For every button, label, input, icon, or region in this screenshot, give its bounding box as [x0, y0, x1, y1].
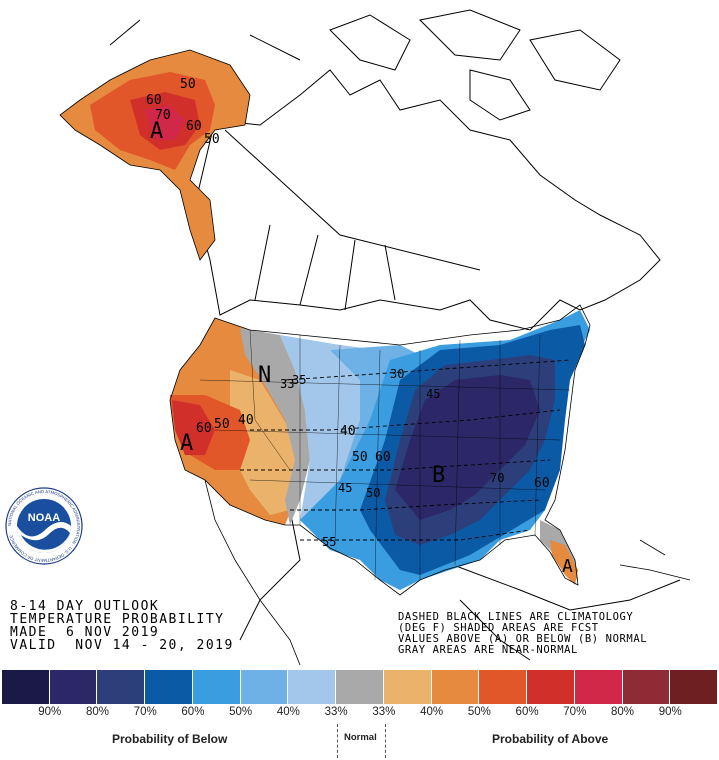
legend-swatch [97, 670, 146, 704]
legend-normal-caption: Normal [344, 732, 377, 743]
outlook-subtitle: TEMPERATURE PROBABILITY [10, 612, 225, 627]
east-50-label: 50 [366, 486, 380, 500]
outlook-title-block: 8-14 DAY OUTLOOK TEMPERATURE PROBABILITY… [10, 600, 234, 652]
made-date: MADE 6 NOV 2019 [10, 625, 160, 640]
legend-percent-label: 80% [85, 706, 109, 718]
noaa-logo-text: NOAA [28, 512, 60, 524]
alaska-50b-label: 50 [204, 132, 220, 147]
legend-percent-label: 50% [467, 706, 491, 718]
legend-swatch [383, 670, 432, 704]
legend-swatch [527, 670, 575, 704]
legend-swatch-row [2, 670, 719, 704]
legend-divider-right [385, 724, 386, 758]
mexico-outline [204, 479, 691, 665]
legend-swatch [2, 670, 50, 704]
legend-percent-label: 60% [181, 706, 205, 718]
legend-swatch [145, 670, 193, 704]
west-40-label: 40 [238, 413, 254, 428]
outlook-title: 8-14 DAY OUTLOOK [10, 599, 160, 614]
legend-swatch [479, 670, 528, 704]
legend-percent-label: 70% [133, 706, 157, 718]
noaa-logo: NOAA NATIONAL OCEANIC AND ATMOSPHERIC AD… [5, 487, 83, 565]
center-45-label: 45 [338, 481, 352, 495]
legend-swatch [240, 670, 289, 704]
legend-swatch [49, 670, 98, 704]
note-line-4: GRAY AREAS ARE NEAR-NORMAL [398, 644, 578, 656]
legend-above-caption: Probability of Above [492, 732, 609, 746]
legend-percent-row: 90% 80% 70% 60% 50% 40% 33% 33% 40% 50% 60% 70% 80% 9… [2, 706, 718, 718]
legend-percent-label: 40% [276, 706, 300, 718]
legend-swatch [336, 670, 384, 704]
legend-swatch [574, 670, 623, 704]
alaska-70-label: 70 [155, 108, 171, 123]
conus-shading: A 60 50 40 N 33 35 30 40 50 60 45 50 B 6… [169, 304, 591, 596]
alaska-above-letter: A [150, 119, 163, 144]
west-above-letter: A [180, 431, 193, 456]
legend-percent-label: 80% [611, 706, 635, 718]
valid-dates: VALID NOV 14 - 20, 2019 [10, 638, 234, 653]
legend-swatch [192, 670, 241, 704]
note-line-3: VALUES ABOVE (A) OR BELOW (B) NORMAL [398, 633, 648, 645]
legend-percent-label: 60% [515, 706, 539, 718]
legend-percent-label: 50% [229, 706, 253, 718]
legend-percent-label: 90% [658, 706, 682, 718]
west-60-label: 60 [196, 421, 212, 436]
east-60-label: 60 [534, 476, 550, 491]
alaska-region: 50 60 70 A 60 50 [59, 49, 251, 261]
center-50-label: 50 [352, 450, 368, 465]
note-line-2: (DEG F) SHADED AREAS ARE FCST [398, 622, 599, 634]
map-notes: DASHED BLACK LINES ARE CLIMATOLOGY (DEG … [398, 612, 647, 656]
center-40-label: 40 [340, 424, 356, 439]
legend-swatch [670, 670, 719, 704]
legend-spacer [694, 706, 718, 718]
land-outlines [109, 9, 681, 661]
legend-percent-label: 40% [420, 706, 444, 718]
south-45-label: 45 [426, 387, 440, 401]
north-33-label: 33 [280, 377, 294, 391]
legend-swatch [431, 670, 480, 704]
probability-legend: 90% 80% 70% 60% 50% 40% 33% 33% 40% 50% 60% 70% 80% 9… [0, 670, 719, 760]
legend-swatch [288, 670, 337, 704]
near-normal-letter: N [258, 363, 271, 388]
alaska-50-label: 50 [180, 77, 196, 92]
east-70-label: 70 [490, 471, 504, 485]
west-50-label: 50 [214, 417, 230, 432]
south-55-label: 55 [322, 535, 336, 549]
legend-spacer [2, 706, 26, 718]
alaska-60-label: 60 [146, 93, 162, 108]
center-30-label: 30 [390, 367, 404, 381]
florida-above-letter: A [562, 556, 573, 577]
outlook-map: 50 60 70 A 60 50 [59, 9, 691, 665]
legend-percent-label: 70% [563, 706, 587, 718]
legend-below-caption: Probability of Below [112, 732, 228, 746]
legend-percent-label: 33% [372, 706, 396, 718]
alaska-60b-label: 60 [186, 119, 202, 134]
note-line-1: DASHED BLACK LINES ARE CLIMATOLOGY [398, 611, 634, 623]
legend-divider-left [337, 724, 338, 758]
center-60-label: 60 [375, 450, 391, 465]
legend-percent-label: 90% [38, 706, 62, 718]
east-below-letter: B [432, 463, 445, 488]
legend-percent-label: 33% [324, 706, 348, 718]
legend-swatch [622, 670, 671, 704]
north-35-label: 35 [292, 373, 306, 387]
